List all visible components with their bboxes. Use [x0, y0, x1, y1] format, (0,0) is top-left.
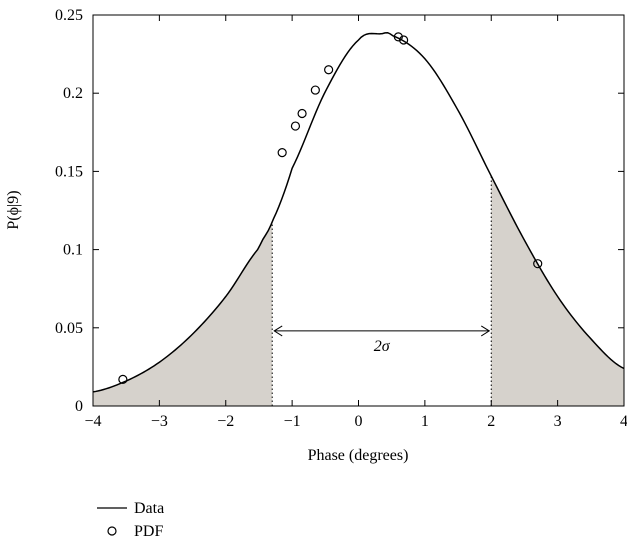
- y-tick-label: 0.25: [55, 7, 83, 24]
- x-tick-label: −1: [284, 413, 301, 430]
- pdf-marker: [393, 32, 403, 42]
- legend-label-data: Data: [134, 500, 164, 517]
- x-tick-label: 4: [620, 413, 627, 430]
- sigma-arrowhead-left: [273, 325, 283, 337]
- pdf-marker: [310, 85, 320, 95]
- axis-ticks: −4 −3 −2 −1 0 1 2 3 4 0 0.05 0.1 0.15 0.2 0.25: [55, 7, 627, 430]
- x-tick-label: −2: [217, 413, 234, 430]
- y-tick-label: 0.2: [63, 85, 83, 102]
- annotation-layer: 2σ: [271, 176, 492, 406]
- y-tick-label: 0.15: [55, 163, 83, 180]
- x-tick-label: 0: [355, 413, 363, 430]
- x-tick-label: 3: [554, 413, 562, 430]
- legend-marker-swatch: [107, 526, 117, 536]
- pdf-marker: [324, 65, 334, 75]
- legend-label-pdf: PDF: [134, 523, 163, 540]
- x-tick-label: 2: [487, 413, 495, 430]
- legend: Data PDF: [97, 500, 164, 540]
- shaded-region: [491, 176, 624, 406]
- y-axis-label: P(ϕ|9): [5, 190, 22, 229]
- x-tick-label: −3: [151, 413, 168, 430]
- y-tick-label: 0.05: [55, 320, 83, 337]
- x-axis-label: Phase (degrees): [308, 447, 409, 464]
- shaded-region: [93, 221, 273, 406]
- shaded-regions: [93, 176, 624, 406]
- marker-layer: [118, 32, 543, 385]
- pdf-marker: [399, 35, 409, 45]
- pdf-marker: [277, 148, 287, 158]
- y-tick-label: 0: [75, 398, 83, 415]
- pdf-marker: [297, 108, 307, 119]
- y-tick-label: 0.1: [63, 242, 83, 259]
- sigma-label: 2σ: [374, 338, 391, 355]
- pdf-marker: [290, 121, 301, 131]
- x-tick-label: 1: [421, 413, 429, 430]
- pdf-marker: [533, 259, 543, 269]
- pdf-marker: [118, 374, 128, 385]
- sigma-arrowhead-right: [480, 325, 491, 337]
- x-tick-label: −4: [84, 413, 101, 430]
